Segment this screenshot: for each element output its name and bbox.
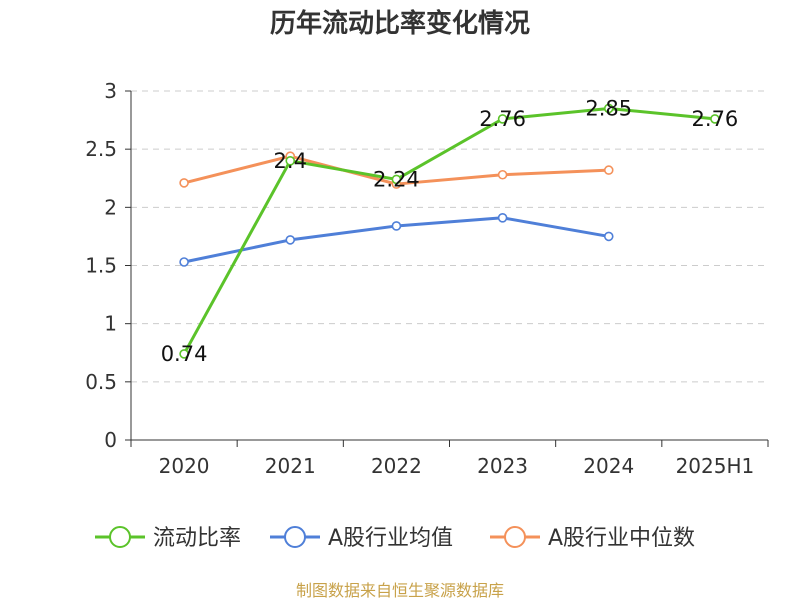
- y-tick-label: 2: [104, 195, 117, 219]
- data-point: [285, 235, 296, 245]
- data-point: [179, 349, 189, 359]
- series-line: [182, 106, 716, 355]
- chart-title: 历年流动比率变化情况: [270, 8, 530, 39]
- data-point: [603, 103, 614, 114]
- y-tick-label: 2.5: [85, 137, 117, 161]
- data-label: 2.85: [585, 96, 632, 120]
- data-label: 2.76: [479, 107, 526, 131]
- source-note: 制图数据来自恒生聚源数据库: [296, 581, 504, 600]
- legend-label: 流动比率: [153, 526, 241, 551]
- data-point: [179, 178, 189, 188]
- legend: 流动比率 A股行业均值 A股行业中位数: [95, 526, 695, 551]
- data-label: 2.76: [692, 107, 739, 131]
- y-tick-label: 1: [104, 312, 117, 336]
- data-point: [179, 257, 189, 267]
- y-tick-label: 0.5: [85, 370, 117, 394]
- data-label: 2.24: [373, 167, 420, 191]
- data-labels: 0.74 2.4 2.24 2.76 2.85 2.76: [161, 96, 739, 365]
- data-point: [497, 169, 508, 180]
- y-tick-label: 1.5: [85, 254, 117, 278]
- data-label: 0.74: [161, 342, 208, 366]
- data-point: [603, 231, 614, 242]
- legend-label: A股行业均值: [328, 526, 453, 551]
- series-layer: [179, 103, 720, 359]
- data-point: [391, 174, 402, 185]
- data-label: 2.4: [274, 149, 307, 173]
- y-tick-label: 3: [104, 79, 117, 103]
- grid-lines: [131, 90, 768, 383]
- data-point: [603, 165, 614, 175]
- axes: 0 0.5 1 1.5 2 2.5 3 2020 2021 2022 2023 2024 2025H1: [85, 79, 769, 478]
- legend-label: A股行业中位数: [548, 526, 695, 551]
- x-tick-label: 2021: [265, 454, 316, 478]
- data-point: [391, 221, 402, 231]
- data-point: [497, 114, 508, 124]
- x-tick-label: 2025H1: [676, 454, 755, 478]
- data-point: [710, 114, 720, 124]
- y-tick-label: 0: [104, 428, 117, 452]
- x-tick-label: 2020: [159, 454, 210, 478]
- legend-marker: [284, 526, 306, 548]
- x-tick-label: 2023: [477, 454, 528, 478]
- x-tick-label: 2022: [371, 454, 422, 478]
- data-point: [285, 156, 296, 166]
- x-tick-label: 2024: [583, 454, 634, 478]
- legend-marker: [504, 526, 526, 548]
- legend-marker: [109, 526, 131, 548]
- data-point: [497, 213, 508, 223]
